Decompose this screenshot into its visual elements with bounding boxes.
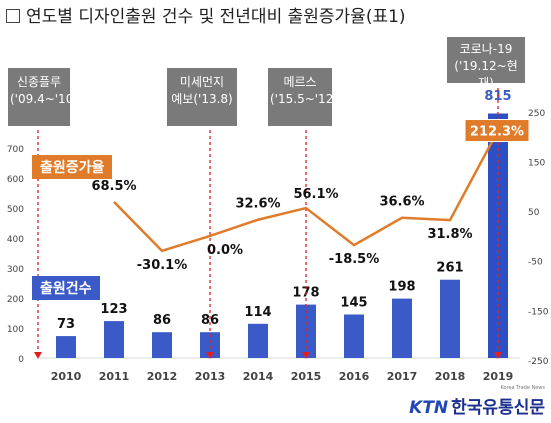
event-marker-arrow xyxy=(206,352,214,359)
bar-2017 xyxy=(392,298,412,358)
rate-value-label: 36.6% xyxy=(379,195,424,210)
rate-value-label: 0.0% xyxy=(207,243,243,258)
rate-value-label: 212.3% xyxy=(470,125,524,140)
legend-count-tag: 출원건수 xyxy=(32,276,100,300)
logo-brand: KTN xyxy=(409,398,449,418)
legend-rate-tag: 출원증가율 xyxy=(32,155,113,179)
bar-2014 xyxy=(248,323,268,358)
callout-covid: 코로나-19 ('19.12~현재) xyxy=(447,37,525,90)
x-tick-label: 2011 xyxy=(99,370,130,383)
bar-value-label: 73 xyxy=(57,317,75,332)
callout-swine-flu: 신종플루 ('09.4~'10.8) xyxy=(8,68,89,126)
bar-value-label: 86 xyxy=(201,313,219,328)
left-tick-label: 100 xyxy=(7,325,24,335)
bar-2016 xyxy=(344,314,364,358)
x-tick-label: 2018 xyxy=(435,370,466,383)
left-tick-label: 700 xyxy=(7,145,24,155)
rate-value-label: -18.5% xyxy=(329,252,380,267)
x-tick-label: 2016 xyxy=(339,370,370,383)
x-tick-label: 2010 xyxy=(51,370,82,383)
right-tick-label: 150 xyxy=(528,158,545,168)
bar-value-label: 261 xyxy=(436,261,463,276)
right-tick-label: 250 xyxy=(528,109,545,119)
callout-mers: 메르스 ('15.5~'12) xyxy=(268,68,338,126)
bar-2011 xyxy=(104,321,124,358)
right-tick-label: -50 xyxy=(528,258,543,268)
event-marker-arrow xyxy=(34,352,42,359)
rate-value-label: -30.1% xyxy=(137,258,188,273)
left-tick-label: 300 xyxy=(7,265,24,275)
x-tick-label: 2017 xyxy=(387,370,418,383)
right-tick-label: -250 xyxy=(528,357,549,367)
logo-name: 한국유통신문 xyxy=(451,398,545,418)
x-tick-label: 2019 xyxy=(483,370,514,383)
rate-value-label: 32.6% xyxy=(235,197,280,212)
bar-value-label: 114 xyxy=(244,305,271,320)
bar-2013 xyxy=(200,332,220,358)
right-tick-label: 50 xyxy=(528,208,540,218)
right-tick-label: -150 xyxy=(528,307,549,317)
bar-value-label: 86 xyxy=(153,313,171,328)
bar-2019 xyxy=(488,113,508,358)
left-tick-label: 600 xyxy=(7,175,24,185)
x-tick-label: 2014 xyxy=(243,370,274,383)
bar-2015 xyxy=(296,304,316,358)
x-tick-label: 2012 xyxy=(147,370,178,383)
checkbox-icon xyxy=(6,9,20,23)
logo: Korea Trade News KTN 한국유통신문 xyxy=(409,385,545,418)
bar-value-label: 123 xyxy=(100,302,127,317)
chart-title: 연도별 디자인출원 건수 및 전년대비 출원증가율(표1) xyxy=(6,2,406,27)
logo-tagline: Korea Trade News xyxy=(500,385,545,391)
bar-2012 xyxy=(152,332,172,358)
bar-2010 xyxy=(56,336,76,358)
bar-2018 xyxy=(440,279,460,358)
left-tick-label: 500 xyxy=(7,205,24,215)
bar-value-label: 198 xyxy=(388,280,415,295)
callout-fine-dust: 미세먼지 예보('13.8) xyxy=(167,68,237,126)
rate-value-label: 31.8% xyxy=(427,227,472,242)
left-tick-label: 0 xyxy=(18,355,24,365)
rate-value-label: 68.5% xyxy=(91,179,136,194)
rate-value-label: 56.1% xyxy=(293,187,338,202)
rate-highlight-box xyxy=(464,119,530,143)
rate-line xyxy=(113,129,500,253)
left-tick-label: 400 xyxy=(7,235,24,245)
event-marker-arrow xyxy=(494,352,502,359)
bar-value-label: 145 xyxy=(340,296,367,311)
event-marker-arrow xyxy=(302,352,310,359)
x-tick-label: 2015 xyxy=(291,370,322,383)
left-tick-label: 200 xyxy=(7,295,24,305)
x-tick-label: 2013 xyxy=(195,370,226,383)
